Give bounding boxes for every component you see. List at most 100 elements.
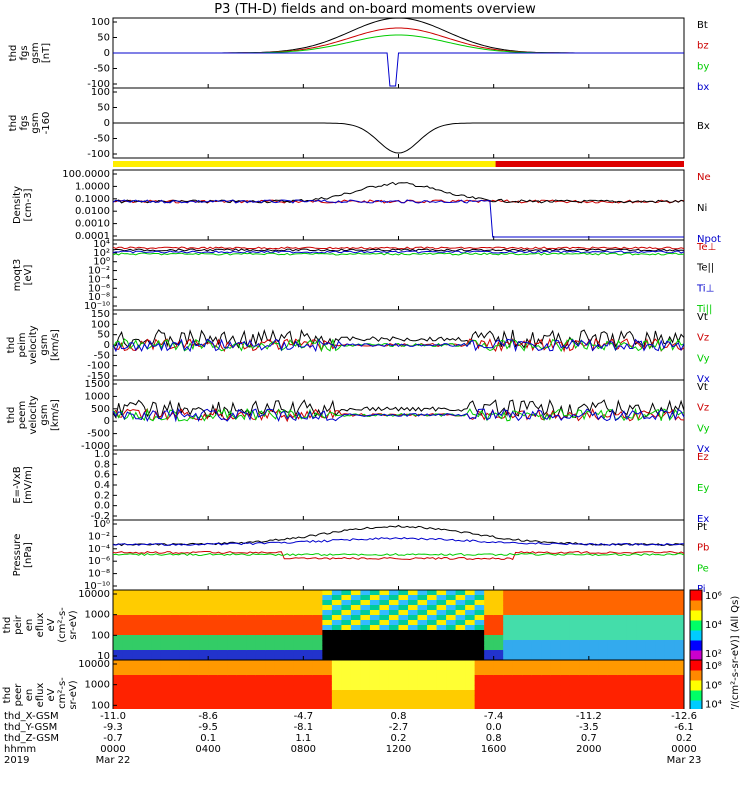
legend-entry: Npot	[697, 234, 721, 245]
legend-entry: Vz	[697, 333, 709, 344]
colorbar-tick: 10⁶	[705, 591, 722, 602]
y-tick-label: -1000	[81, 441, 110, 452]
y-axis-label: moqt3	[12, 259, 23, 292]
colorbar-tick: 10⁴	[705, 700, 722, 709]
y-tick-label: 0	[104, 340, 110, 351]
y-tick-label: 10⁰	[93, 519, 110, 530]
y-axis-label: thd	[6, 337, 17, 354]
y-tick-label: -0.2	[90, 511, 110, 522]
y-tick-label: -150	[87, 371, 110, 382]
mode-bar-fast	[495, 161, 684, 167]
colorbar-tick: 10²	[705, 649, 722, 660]
footer-value: -2.7	[388, 722, 409, 733]
footer-value: 2000	[576, 744, 602, 755]
footer-value: -3.5	[579, 722, 599, 733]
colorbar-tick: 10⁴	[705, 620, 722, 631]
y-tick-label: 10000	[78, 659, 110, 670]
footer-value: 0.0	[485, 722, 502, 733]
series-line	[113, 52, 684, 87]
y-tick-label: 100	[91, 700, 110, 709]
y-axis-label: thd	[2, 687, 13, 704]
y-axis-label: [cm-3]	[23, 188, 34, 221]
y-tick-label: 0.4	[94, 480, 110, 491]
y-tick-label: 0	[104, 118, 110, 129]
y-axis-label: [mV/m]	[23, 466, 34, 504]
y-tick-label: 0.8	[94, 459, 110, 470]
legend-entry: Vx	[697, 444, 710, 455]
series-line	[112, 552, 685, 557]
y-axis-label: sr-eV)	[68, 610, 79, 639]
series-line	[112, 537, 684, 546]
colorbar-elec	[690, 660, 702, 671]
y-axis-label: fgs	[19, 115, 30, 130]
legend-entry: Ez	[697, 452, 709, 463]
footer-value: 0.2	[390, 733, 407, 744]
series-line	[113, 27, 684, 54]
y-axis-label: [nPa]	[23, 542, 34, 568]
legend-entry: Vt	[697, 382, 708, 393]
legend-entry: Ti⊥	[696, 283, 714, 294]
y-tick-label: -50	[94, 350, 110, 361]
y-tick-label: 150	[91, 309, 110, 320]
footer-row-label: thd_X-GSM	[4, 711, 59, 722]
y-tick-label: 100.0000	[62, 169, 110, 180]
y-tick-label: 1000	[85, 680, 110, 691]
footer-value: 1200	[385, 744, 412, 755]
legend-entry: Pb	[697, 543, 709, 554]
y-axis-label: -160	[41, 112, 52, 135]
y-tick-label: 0.0010	[75, 219, 110, 230]
series-line	[113, 34, 684, 54]
series-line	[112, 252, 684, 256]
y-tick-label: 10⁻⁴	[88, 274, 110, 285]
y-tick-label: 100	[91, 630, 110, 641]
y-axis-label: eV	[46, 618, 57, 631]
y-axis-label: [eV]	[23, 265, 34, 286]
y-tick-label: -100	[87, 149, 110, 160]
legend-entry: Bt	[697, 20, 708, 31]
y-tick-label: 0.0	[94, 501, 110, 512]
y-tick-label: 0	[104, 48, 110, 59]
colorbar-ion	[690, 630, 702, 641]
y-axis-label: eflux	[35, 613, 46, 638]
y-axis-label: [nT]	[41, 43, 52, 63]
y-tick-label: -100	[87, 361, 110, 372]
y-axis-label: fgs	[19, 45, 30, 60]
panel-frame	[112, 449, 685, 521]
y-axis-label: peim	[17, 332, 28, 357]
series-line	[112, 338, 685, 353]
colorbar-ion	[690, 650, 702, 661]
footer-row-label: thd_Y-GSM	[4, 722, 58, 733]
footer-value: -0.7	[103, 733, 123, 744]
footer-value: Mar 22	[95, 755, 131, 766]
y-tick-label: 1000	[85, 391, 110, 402]
series-line	[112, 550, 685, 561]
footer-value: Mar 23	[666, 755, 702, 766]
panel-fgs-bmag: 100 50 0 -50 -100 thd fgs gsm [nT] Bt bz by bx	[8, 17, 709, 93]
footer-value: -12.6	[671, 711, 697, 722]
y-tick-label: 50	[97, 33, 110, 44]
y-axis-label: E=-VxB	[12, 466, 23, 503]
legend-entry: Ne	[697, 172, 711, 183]
colorbar-ion	[690, 640, 702, 651]
y-axis-label: peir	[13, 614, 24, 634]
legend-entry: Vz	[697, 403, 709, 414]
legend-entry: Bx	[697, 121, 710, 132]
series-line	[112, 338, 685, 353]
y-tick-label: 10⁰	[93, 257, 110, 268]
legend-entry: Vt	[697, 312, 708, 323]
y-axis-label: sr-eV)	[68, 680, 79, 709]
colorbar-elec	[690, 700, 702, 709]
y-tick-label: 10	[97, 651, 110, 662]
legend-entry: Ex	[697, 514, 709, 525]
footer-row-label: 2019	[4, 755, 30, 766]
y-axis-label: peem	[17, 401, 28, 429]
footer-value: 1.1	[295, 733, 312, 744]
y-tick-label: -500	[87, 429, 110, 440]
y-tick-label: 1.0	[94, 449, 110, 460]
footer-row-label: hhmm	[4, 744, 37, 755]
y-tick-label: 10⁻⁴	[88, 544, 110, 555]
y-axis-label: gsm	[39, 404, 50, 425]
